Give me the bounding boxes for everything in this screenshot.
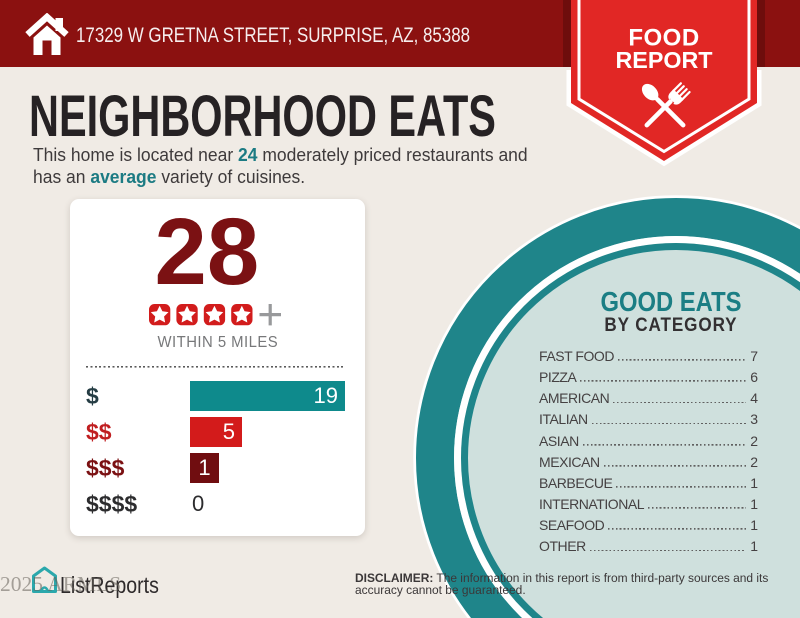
svg-text:FOOD: FOOD [628, 25, 699, 52]
svg-text:REPORT: REPORT [615, 47, 712, 73]
